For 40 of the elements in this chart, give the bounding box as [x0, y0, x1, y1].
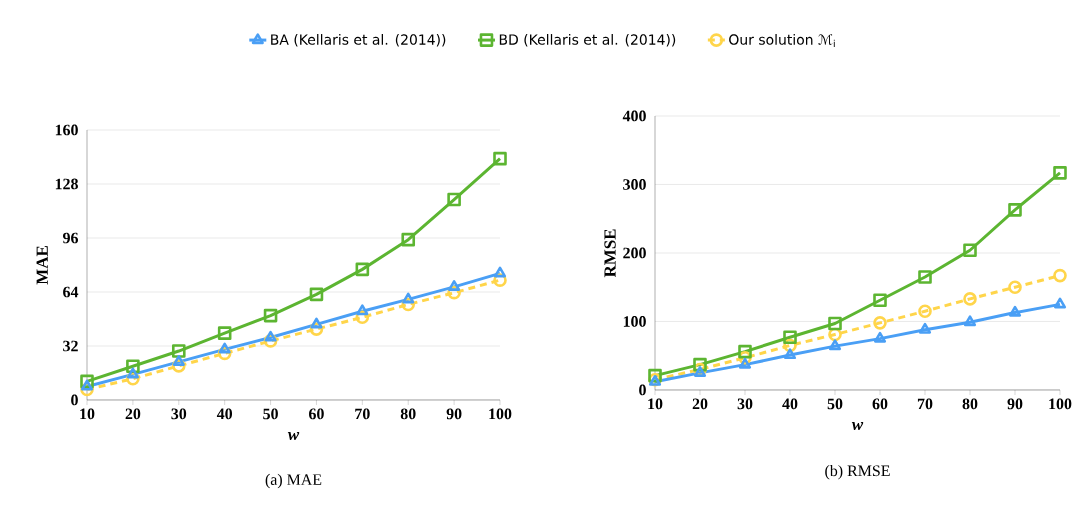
- x-tick-label: 20: [692, 398, 708, 410]
- x-tick-label: 20: [125, 408, 141, 420]
- x-tick-label: 100: [1049, 398, 1072, 410]
- x-tick-label: 40: [782, 398, 798, 410]
- x-axis-title: w: [287, 432, 300, 441]
- x-tick-label: 10: [80, 408, 95, 420]
- y-tick-label: 200: [623, 247, 646, 259]
- x-tick-label: 50: [827, 398, 843, 410]
- x-tick-label: 10: [648, 398, 663, 410]
- y-tick-label: 128: [55, 178, 78, 190]
- x-tick-label: 80: [962, 398, 978, 410]
- x-tick-label: 60: [309, 408, 324, 420]
- legend-label: BD (Kellaris et al. (2014)): [499, 34, 676, 47]
- y-tick-label: 64: [63, 286, 79, 298]
- y-tick-label: 0: [71, 394, 78, 406]
- legend-label: BA (Kellaris et al. (2014)): [271, 34, 446, 47]
- x-tick-label: 90: [446, 408, 462, 420]
- legend-label: Our solution ℳ$_{i}$: [729, 34, 835, 48]
- y-tick-label: 300: [623, 179, 646, 190]
- y-tick-label: 32: [63, 340, 78, 352]
- x-tick-label: 30: [171, 408, 187, 420]
- y-axis-title: MAE: [36, 246, 48, 285]
- x-tick-label: 50: [263, 408, 278, 420]
- y-tick-label: 160: [55, 124, 78, 136]
- x-tick-label: 60: [872, 398, 888, 410]
- x-tick-label: 70: [355, 408, 370, 420]
- y-tick-label: 100: [623, 316, 646, 327]
- y-tick-label: 96: [62, 232, 79, 244]
- text: (a) MAE: [265, 473, 322, 489]
- x-tick-label: 40: [216, 408, 233, 420]
- x-tick-label: 90: [1007, 398, 1023, 410]
- x-tick-label: 30: [737, 398, 753, 410]
- y-tick-label: 400: [622, 110, 646, 122]
- x-tick-label: 70: [917, 398, 933, 410]
- y-tick-label: 0: [639, 384, 646, 396]
- x-axis-title: w: [851, 422, 864, 431]
- x-tick-label: 100: [489, 408, 512, 420]
- y-axis-title: RMSE: [604, 229, 616, 278]
- x-tick-label: 80: [400, 408, 416, 420]
- text: (b) RMSE: [825, 464, 890, 480]
